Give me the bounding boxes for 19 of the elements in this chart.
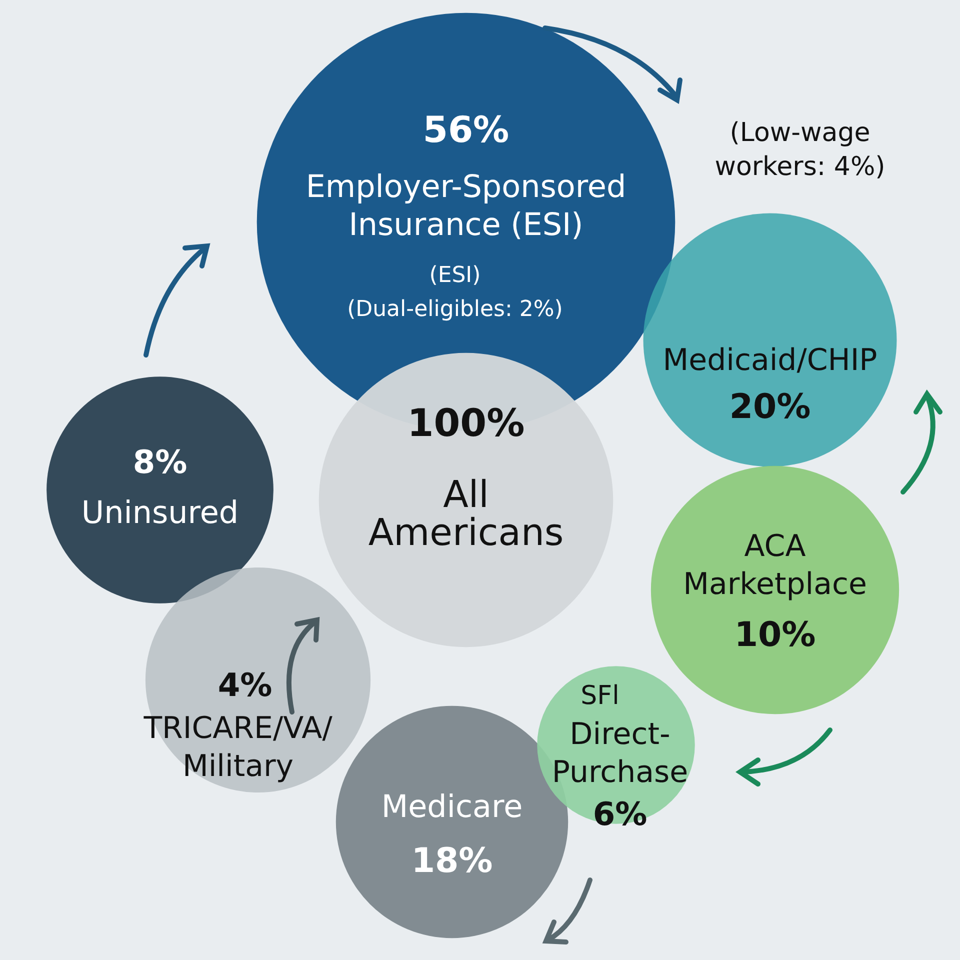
data-label: 8%: [132, 443, 188, 481]
category-label: All Americans: [368, 473, 564, 554]
data-label: 10%: [734, 615, 816, 655]
category-label: Medicare: [381, 789, 523, 825]
category-label: Direct- Purchase: [552, 717, 688, 790]
data-label: 6%: [592, 795, 648, 833]
data-label: 18%: [411, 841, 493, 881]
text: (ESI) (Dual-eligibles: 2%): [347, 263, 563, 322]
data-label: 4%: [218, 666, 272, 704]
category-label: Medicaid/CHIP: [662, 343, 878, 378]
text: SFl: [580, 681, 620, 711]
text: (Low-wage workers: 4%): [714, 118, 886, 182]
data-label: 20%: [729, 387, 811, 427]
data-label: 56%: [422, 110, 510, 151]
data-label: 100%: [407, 401, 525, 445]
category-label: Employer-Sponsored Insurance (ESI): [306, 169, 626, 243]
category-label: Uninsured: [81, 495, 239, 531]
category-label: ACA Marketplace: [683, 529, 867, 602]
category-label: TRICARE/VA/ Military: [142, 711, 334, 784]
